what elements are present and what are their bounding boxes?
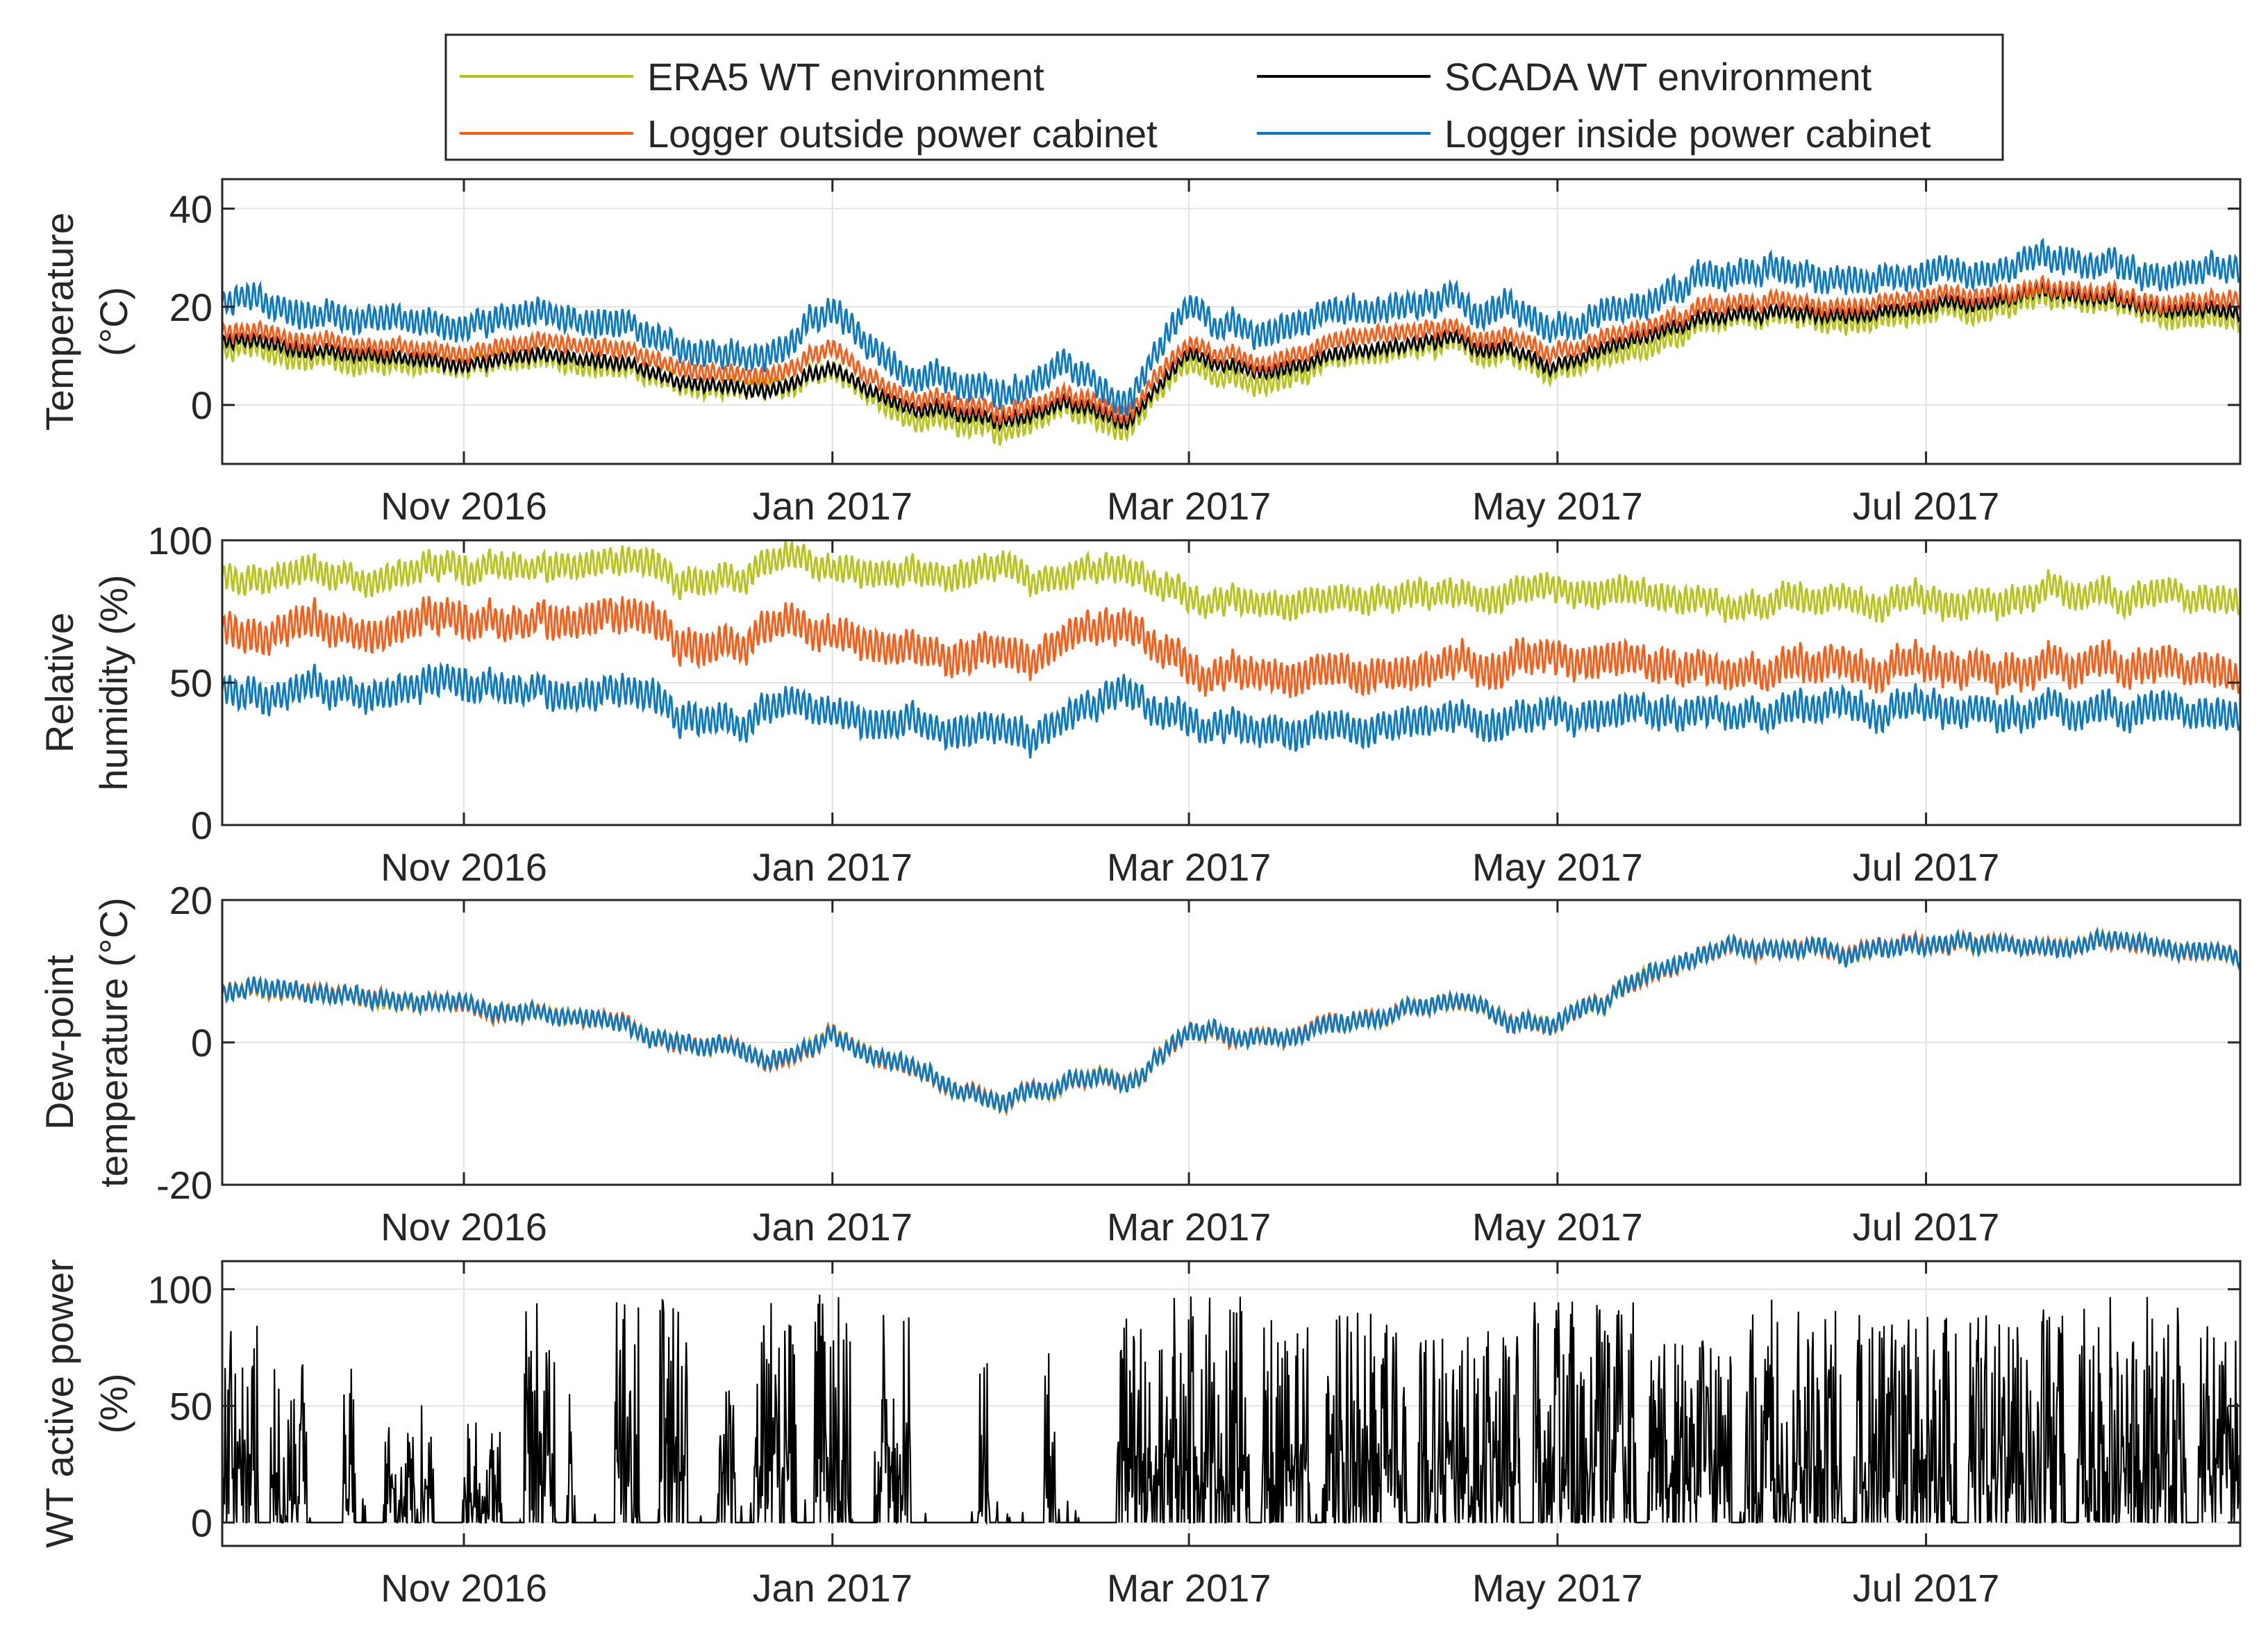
x-tick-label: Jul 2017: [1853, 845, 2000, 889]
y-tick-label: -20: [156, 1163, 212, 1207]
panel-relative-humidity: Nov 2016 Jan 2017 Mar 2017 May 2017 Jul 2017…: [37, 519, 2242, 889]
x-tick-label: May 2017: [1472, 1566, 1643, 1610]
legend-item-era5[interactable]: ERA5 WT environment: [460, 55, 1044, 99]
y-axis-label: WT active power: [37, 1259, 81, 1548]
x-tick-label: Nov 2016: [381, 1566, 547, 1610]
y-axis-label: Temperature: [37, 213, 81, 431]
axes-box: [221, 178, 2242, 465]
y-axis-label: (°C): [92, 287, 135, 356]
series-group: [222, 540, 2240, 759]
series-line-wt-active-power: [222, 1294, 2240, 1526]
series-line-era5: [222, 281, 2240, 446]
x-tick-label: Nov 2016: [381, 1205, 547, 1249]
y-tick-label: 40: [169, 187, 212, 231]
x-tick-label: Jan 2017: [753, 1205, 912, 1249]
y-tick-label: 20: [169, 285, 212, 329]
legend-box: [444, 33, 2004, 161]
legend-label-logger-inside: Logger inside power cabinet: [1444, 112, 1931, 156]
x-tick-label: May 2017: [1472, 1205, 1643, 1249]
y-axis-label: Dew-point: [37, 955, 81, 1131]
x-tick-label: May 2017: [1472, 845, 1643, 889]
x-tick-label: Nov 2016: [381, 845, 547, 889]
series-group: [222, 1294, 2240, 1526]
series-line-logger-inside: [222, 661, 2240, 759]
x-tick-label: Jan 2017: [753, 845, 912, 889]
y-tick-label: 0: [191, 383, 212, 427]
legend-item-logger-outside[interactable]: Logger outside power cabinet: [460, 112, 1158, 156]
x-tick-label: Mar 2017: [1107, 1205, 1271, 1249]
y-tick-label: 100: [148, 1267, 212, 1311]
x-tick-label: Jan 2017: [753, 484, 912, 528]
panel-dew-point: Nov 2016 Jan 2017 Mar 2017 May 2017 Jul 2017…: [37, 879, 2242, 1249]
series-line-logger-outside: [222, 596, 2240, 698]
y-tick-label: 0: [191, 1021, 212, 1065]
y-axis-label: temperature (°C): [92, 897, 135, 1188]
x-tick-label: Mar 2017: [1107, 484, 1271, 528]
series-group: [222, 238, 2240, 446]
x-tick-label: Jul 2017: [1853, 484, 2000, 528]
series-line-logger-inside: [222, 238, 2240, 416]
legend-item-scada[interactable]: SCADA WT environment: [1257, 55, 1872, 99]
y-tick-label: 0: [191, 803, 212, 847]
axes-box: [221, 1260, 2242, 1547]
series-group: [222, 926, 2240, 1117]
x-tick-label: Jul 2017: [1853, 1566, 2000, 1610]
series-line-era5: [222, 540, 2240, 624]
x-tick-label: Nov 2016: [381, 484, 547, 528]
panel-wt-active-power: Nov 2016 Jan 2017 Mar 2017 May 2017 Jul 2017…: [37, 1259, 2242, 1610]
legend-label-logger-outside: Logger outside power cabinet: [647, 112, 1158, 156]
y-axis-label: (%): [92, 1373, 135, 1433]
y-axis-label: Relative: [37, 613, 81, 753]
legend-label-era5: ERA5 WT environment: [647, 55, 1044, 99]
y-tick-label: 50: [169, 661, 212, 705]
y-tick-label: 20: [169, 879, 212, 922]
legend-item-logger-inside[interactable]: Logger inside power cabinet: [1257, 112, 1931, 156]
y-tick-label: 50: [169, 1384, 212, 1428]
y-tick-label: 0: [191, 1501, 212, 1544]
series-line-scada: [222, 282, 2240, 433]
x-tick-label: Mar 2017: [1107, 845, 1271, 889]
series-line-logger-outside: [222, 274, 2240, 425]
x-tick-label: Jul 2017: [1853, 1205, 2000, 1249]
x-tick-label: May 2017: [1472, 484, 1643, 528]
x-tick-label: Jan 2017: [753, 1566, 912, 1610]
legend: ERA5 WT environment SCADA WT environment…: [444, 33, 2004, 161]
x-tick-label: Mar 2017: [1107, 1566, 1271, 1610]
panel-temperature: Nov 2016 Jan 2017 Mar 2017 May 2017 Jul 2017…: [37, 178, 2242, 528]
y-axis-label: humidity (%): [92, 574, 135, 790]
y-tick-label: 100: [148, 519, 212, 563]
series-line-logger-inside: [222, 926, 2240, 1115]
legend-label-scada: SCADA WT environment: [1444, 55, 1872, 99]
